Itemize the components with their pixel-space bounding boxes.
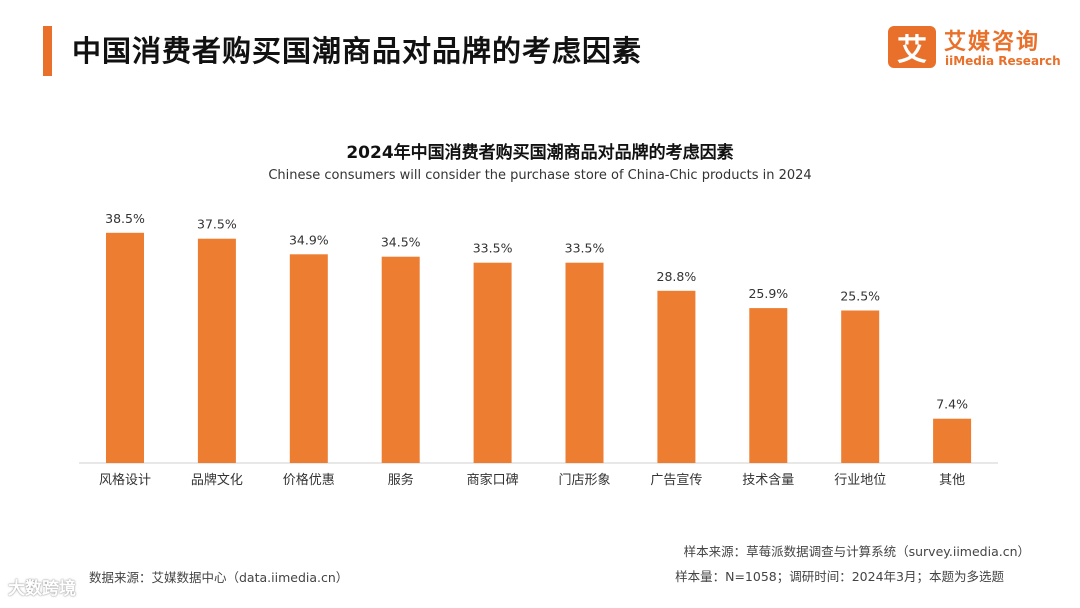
logo-mark-icon: 艾	[888, 26, 936, 68]
x-tick-label: 门店形象	[558, 473, 610, 488]
bar	[106, 232, 144, 463]
bar	[933, 418, 972, 463]
chart-title: 2024年中国消费者购买国潮商品对品牌的考虑因素	[346, 143, 734, 163]
chart-subtitle: Chinese consumers will consider the purc…	[268, 168, 812, 183]
x-tick-label: 服务	[388, 472, 414, 488]
data-label: 33.5%	[473, 241, 513, 256]
logo-name-cn: 艾媒咨询	[944, 30, 1041, 55]
data-label: 38.5%	[105, 211, 145, 226]
data-label: 34.9%	[289, 232, 329, 247]
x-tick-label: 广告宣传	[650, 472, 702, 488]
x-tick-label: 价格优惠	[283, 472, 335, 488]
data-label: 25.5%	[840, 289, 880, 304]
bar	[841, 310, 880, 463]
iimedia-logo: 艾 艾媒咨询 iiMedia Research	[888, 24, 1068, 72]
x-tick-label: 风格设计	[99, 472, 151, 488]
data-label: 7.4%	[936, 397, 968, 412]
x-tick-label: 品牌文化	[191, 472, 243, 488]
bar	[565, 262, 604, 463]
data-label: 25.9%	[748, 286, 788, 301]
bar	[289, 254, 328, 463]
watermark: 大数跨境	[8, 579, 76, 599]
sample-info-note: 样本量：N=1058；调研时间：2024年3月；本题为多选题	[675, 569, 1004, 584]
data-label: 33.5%	[565, 241, 605, 256]
x-tick-label: 技术含量	[742, 472, 794, 488]
sample-source-note: 样本来源：草莓派数据调查与计算系统（survey.iimedia.cn）	[683, 544, 1030, 559]
page-title: 中国消费者购买国潮商品对品牌的考虑因素	[72, 34, 643, 68]
data-label: 34.5%	[381, 235, 421, 250]
bar	[657, 290, 696, 463]
logo-name-en: iiMedia Research	[945, 54, 1061, 68]
bar	[197, 238, 236, 463]
bar	[473, 262, 512, 463]
x-tick-label: 商家口碑	[467, 472, 519, 488]
x-tick-label: 其他	[939, 473, 965, 488]
title-accent-bar	[43, 26, 52, 76]
bar	[749, 308, 788, 463]
data-label: 37.5%	[197, 217, 237, 232]
bar	[381, 256, 420, 463]
data-label: 28.8%	[657, 269, 697, 284]
data-source-note: 数据来源：艾媒数据中心（data.iimedia.cn）	[89, 570, 349, 585]
x-tick-label: 行业地位	[834, 473, 886, 488]
